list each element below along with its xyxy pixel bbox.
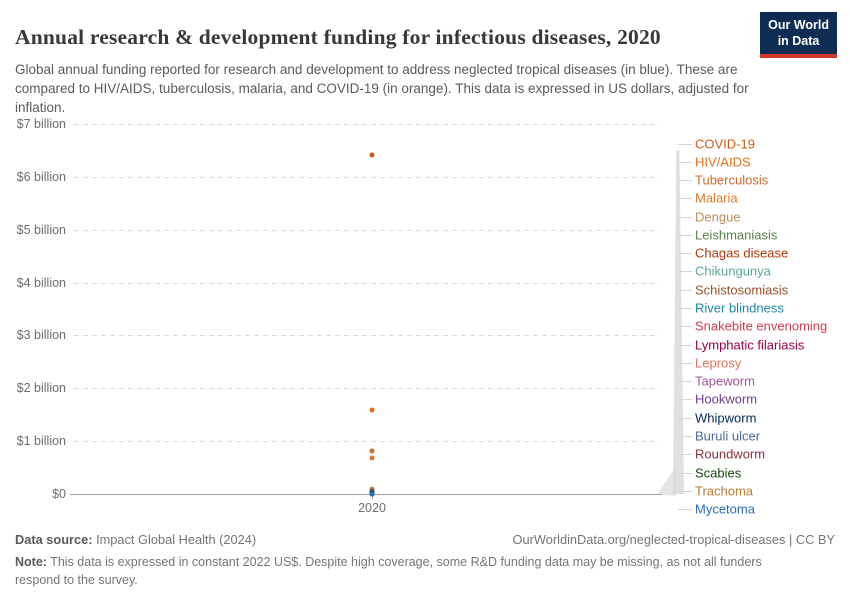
series-label[interactable]: Malaria bbox=[695, 190, 738, 206]
owid-logo-line1: Our World bbox=[768, 18, 829, 32]
citation-line: OurWorldinData.org/neglected-tropical-di… bbox=[512, 532, 835, 547]
data-point[interactable] bbox=[369, 448, 375, 454]
data-point[interactable] bbox=[369, 491, 375, 497]
series-label[interactable]: Mycetoma bbox=[695, 501, 755, 517]
series-label[interactable]: Snakebite envenoming bbox=[695, 318, 828, 334]
label-leader-tick bbox=[678, 381, 692, 383]
series-label[interactable]: Chagas disease bbox=[695, 245, 789, 261]
gridline bbox=[74, 441, 660, 443]
x-axis-line bbox=[70, 494, 662, 495]
chart-subtitle: Global annual funding reported for resea… bbox=[15, 61, 749, 115]
label-leader-tick bbox=[678, 399, 692, 401]
y-axis-tick-label: $1 billion bbox=[16, 434, 66, 449]
label-leader-tick bbox=[678, 308, 692, 310]
label-leader-tick bbox=[678, 271, 692, 273]
note-value: This data is expressed in constant 2022 … bbox=[15, 555, 762, 588]
series-label[interactable]: Roundworm bbox=[695, 446, 766, 462]
data-point[interactable] bbox=[369, 152, 375, 158]
label-leader-tick bbox=[678, 326, 692, 328]
series-label[interactable]: Tapeworm bbox=[695, 373, 755, 389]
series-label[interactable]: Tuberculosis bbox=[695, 172, 769, 188]
label-leader-tick bbox=[678, 161, 692, 163]
y-axis-tick-label: $2 billion bbox=[16, 381, 66, 396]
label-leader-tick bbox=[678, 253, 692, 255]
x-axis-tick-label: 2020 bbox=[358, 501, 386, 515]
data-source-line: Data source: Impact Global Health (2024) bbox=[15, 532, 256, 547]
y-axis-tick-label: $5 billion bbox=[16, 222, 66, 237]
series-label[interactable]: Dengue bbox=[695, 209, 741, 225]
series-label[interactable]: Whipworm bbox=[695, 410, 757, 426]
y-axis-tick-label: $7 billion bbox=[16, 117, 66, 131]
series-label[interactable]: River blindness bbox=[695, 300, 784, 316]
data-source-label: Data source: bbox=[15, 532, 93, 547]
x-axis-tick-mark bbox=[372, 495, 373, 499]
series-label[interactable]: Lymphatic filariasis bbox=[695, 337, 805, 353]
note-label: Note: bbox=[15, 555, 47, 569]
series-label[interactable]: Leishmaniasis bbox=[695, 227, 778, 243]
label-leader-tick bbox=[678, 417, 692, 419]
y-axis-tick-label: $0 bbox=[52, 487, 66, 501]
series-label[interactable]: Buruli ulcer bbox=[695, 428, 761, 444]
y-axis-tick-label: $6 billion bbox=[16, 169, 66, 184]
label-leader-tick bbox=[678, 289, 692, 291]
label-leader-tick bbox=[678, 509, 692, 511]
series-label[interactable]: Chikungunya bbox=[695, 263, 771, 279]
series-label[interactable]: COVID-19 bbox=[695, 136, 755, 151]
gridline bbox=[74, 282, 660, 284]
label-leader-line-bundle bbox=[673, 150, 684, 494]
y-axis-tick-label: $4 billion bbox=[16, 275, 66, 290]
label-leader-tick bbox=[678, 180, 692, 182]
series-label[interactable]: Scabies bbox=[695, 465, 742, 481]
series-label[interactable]: Trachoma bbox=[695, 483, 754, 499]
gridline bbox=[74, 335, 660, 337]
y-axis-tick-label: $3 billion bbox=[16, 328, 66, 343]
label-leader-tick bbox=[678, 435, 692, 437]
owid-logo-line2: in Data bbox=[777, 33, 820, 48]
series-label[interactable]: Schistosomiasis bbox=[695, 282, 789, 298]
data-point[interactable] bbox=[369, 455, 375, 461]
label-leader-tick bbox=[678, 344, 692, 346]
series-label[interactable]: Hookworm bbox=[695, 391, 758, 407]
label-leader-tick bbox=[678, 362, 692, 364]
data-point[interactable] bbox=[369, 407, 375, 413]
gridline bbox=[74, 124, 660, 125]
series-label[interactable]: HIV/AIDS bbox=[695, 154, 751, 170]
label-leader-line-fan bbox=[657, 466, 676, 496]
gridline bbox=[74, 388, 660, 390]
series-label[interactable]: Leprosy bbox=[695, 355, 742, 371]
page-title: Annual research & development funding fo… bbox=[15, 25, 661, 50]
label-leader-tick bbox=[678, 234, 692, 236]
owid-logo: Our World in Data bbox=[760, 12, 837, 59]
data-source-value: Impact Global Health (2024) bbox=[92, 532, 257, 547]
label-leader-tick bbox=[678, 454, 692, 456]
label-leader-tick bbox=[678, 472, 692, 474]
gridline bbox=[74, 176, 660, 178]
label-leader-tick bbox=[678, 216, 692, 218]
label-leader-tick bbox=[678, 490, 692, 492]
note-line: Note: This data is expressed in constant… bbox=[15, 553, 801, 589]
gridline bbox=[74, 229, 660, 231]
label-leader-tick bbox=[678, 143, 692, 145]
label-leader-tick bbox=[678, 198, 692, 200]
